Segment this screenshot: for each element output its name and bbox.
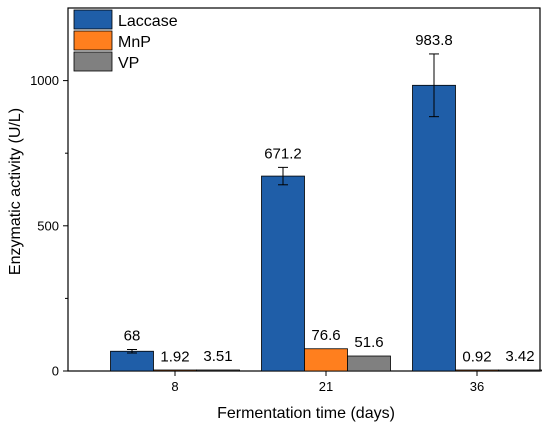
data-label: 983.8 xyxy=(415,32,453,49)
x-tick-label: 21 xyxy=(319,379,333,394)
bar-laccase-36 xyxy=(412,84,456,372)
bars xyxy=(110,53,542,372)
bar-laccase-21 xyxy=(261,175,305,372)
data-label: 671.2 xyxy=(264,145,302,162)
y-tick-label: 500 xyxy=(37,218,59,233)
bar-vp-36 xyxy=(498,369,542,372)
bar-mnp-8 xyxy=(153,369,197,372)
data-label: 68 xyxy=(124,328,141,345)
data-label: 76.6 xyxy=(311,327,340,344)
data-label: 0.92 xyxy=(462,349,491,366)
legend-label: Laccase xyxy=(118,13,178,30)
data-label: 1.92 xyxy=(160,348,189,365)
x-tick-label: 8 xyxy=(171,379,178,394)
y-axis-title: Enzymatic activity (U/L) xyxy=(7,108,24,275)
y-tick-label: 1000 xyxy=(30,73,59,88)
x-axis-title: Fermentation time (days) xyxy=(217,405,395,422)
legend-label: VP xyxy=(118,55,139,72)
legend-swatch-laccase xyxy=(73,9,113,30)
data-label: 3.42 xyxy=(505,348,534,365)
y-tick-label: 0 xyxy=(52,364,59,379)
x-tick-label: 36 xyxy=(470,379,484,394)
legend: Laccase MnP VP xyxy=(73,9,178,72)
legend-label: MnP xyxy=(118,34,151,51)
data-label: 51.6 xyxy=(354,334,383,351)
bar-vp-21 xyxy=(347,355,391,372)
legend-swatch-vp xyxy=(73,51,113,72)
data-labels: 68 671.2 983.8 1.92 76.6 0.92 3.51 51.6 3.42 xyxy=(124,32,535,366)
bar-mnp-36 xyxy=(455,369,499,372)
legend-swatch-mnp xyxy=(73,30,113,51)
bar-laccase-8 xyxy=(110,350,154,372)
data-label: 3.51 xyxy=(203,348,232,365)
bar-mnp-21 xyxy=(304,348,348,372)
bar-vp-8 xyxy=(196,369,240,372)
